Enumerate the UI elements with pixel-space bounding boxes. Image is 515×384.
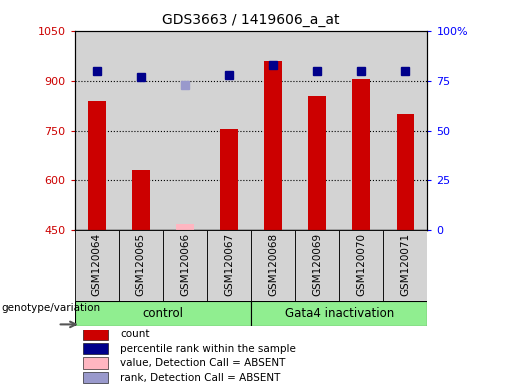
Bar	[75, 230, 119, 301]
Bar	[220, 129, 238, 230]
Bar	[163, 230, 207, 301]
Bar	[383, 230, 427, 301]
Text: rank, Detection Call = ABSENT: rank, Detection Call = ABSENT	[120, 372, 280, 382]
Title: GDS3663 / 1419606_a_at: GDS3663 / 1419606_a_at	[162, 13, 340, 27]
Bar	[83, 357, 108, 369]
Bar	[119, 31, 163, 230]
Bar	[163, 31, 207, 230]
Text: value, Detection Call = ABSENT: value, Detection Call = ABSENT	[120, 358, 285, 368]
Bar	[308, 96, 326, 230]
Bar	[119, 230, 163, 301]
Bar	[251, 230, 295, 301]
Text: GSM120071: GSM120071	[400, 233, 410, 296]
Text: GSM120066: GSM120066	[180, 233, 190, 296]
Bar	[339, 31, 383, 230]
Bar	[207, 230, 251, 301]
Bar	[295, 230, 339, 301]
Bar	[383, 31, 427, 230]
Bar	[251, 301, 427, 326]
Text: GSM120064: GSM120064	[92, 233, 102, 296]
Bar	[88, 101, 106, 230]
Bar	[251, 31, 295, 230]
Text: control: control	[142, 308, 183, 320]
Text: percentile rank within the sample: percentile rank within the sample	[120, 344, 296, 354]
Bar	[207, 31, 251, 230]
Bar	[83, 372, 108, 384]
Text: Gata4 inactivation: Gata4 inactivation	[285, 308, 394, 320]
Text: genotype/variation: genotype/variation	[2, 303, 101, 313]
Bar	[295, 31, 339, 230]
Bar	[83, 343, 108, 354]
Text: GSM120070: GSM120070	[356, 233, 366, 296]
Bar	[83, 328, 108, 340]
Text: GSM120068: GSM120068	[268, 233, 278, 296]
Text: GSM120067: GSM120067	[224, 233, 234, 296]
Bar	[339, 230, 383, 301]
Bar	[75, 301, 251, 326]
Bar	[132, 170, 150, 230]
Bar	[397, 114, 414, 230]
Text: GSM120065: GSM120065	[136, 233, 146, 296]
Bar	[264, 61, 282, 230]
Text: GSM120069: GSM120069	[312, 233, 322, 296]
Bar	[352, 79, 370, 230]
Bar	[75, 31, 119, 230]
Bar	[176, 224, 194, 230]
Text: count: count	[120, 329, 149, 339]
